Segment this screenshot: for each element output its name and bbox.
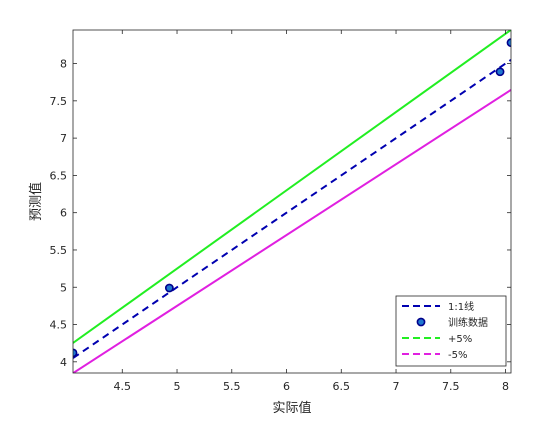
scatter-point	[495, 67, 505, 77]
y-axis-label: 预测值	[28, 182, 44, 221]
x-tick-label: 5	[174, 380, 181, 393]
legend-label: 训练数据	[448, 316, 488, 329]
legend-entry: 1:1线	[402, 300, 474, 313]
legend-label: 1:1线	[448, 300, 474, 313]
y-tick-label: 4	[60, 356, 67, 369]
series-3-line	[73, 88, 511, 373]
y-tick-label: 4.5	[50, 319, 68, 332]
x-tick-label: 5.5	[223, 380, 241, 393]
y-tick-label: 8	[60, 58, 67, 71]
legend-marker	[416, 317, 426, 327]
legend-entry: 训练数据	[416, 316, 488, 329]
y-tick-label: 7.5	[50, 95, 68, 108]
legend-entry: -5%	[402, 350, 467, 361]
x-tick-label: 8	[502, 380, 509, 393]
y-tick-label: 5	[60, 281, 67, 294]
x-tick-label: 7	[393, 380, 400, 393]
axes-layer: 4.5 5 5.5 6 6.5 7 7.5 8 4 4.5 5 5.5 6 6.5 7 7.5 8	[50, 29, 512, 393]
series-2-line	[73, 30, 511, 344]
y-tick-label: 7	[60, 132, 67, 145]
x-tick-label: 6	[283, 380, 290, 393]
x-tick-label: 6.5	[333, 380, 351, 393]
y-tick-label: 6.5	[50, 169, 68, 182]
legend-label: +5%	[448, 334, 472, 345]
axes-box	[72, 29, 512, 374]
x-tick-label: 4.5	[114, 380, 132, 393]
legend-entry: +5%	[402, 334, 472, 345]
series-0-line	[73, 58, 511, 359]
y-tick-label: 5.5	[50, 244, 68, 257]
scatter-point	[164, 283, 174, 293]
y-tick-label: 6	[60, 207, 67, 220]
series-layer	[73, 30, 511, 373]
x-tick-label: 7.5	[442, 380, 460, 393]
x-axis-label: 实际值	[272, 400, 311, 416]
legend-label: -5%	[448, 350, 467, 361]
